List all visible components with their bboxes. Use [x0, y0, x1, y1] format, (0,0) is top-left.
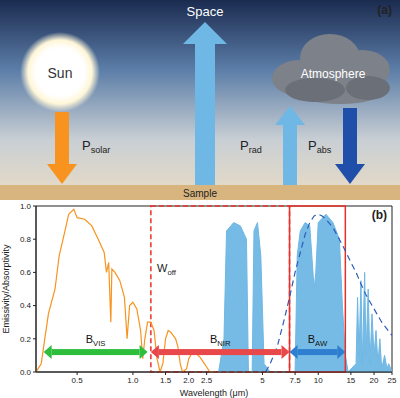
svg-text:1.5: 1.5	[160, 376, 172, 385]
svg-text:Sun: Sun	[48, 65, 73, 81]
svg-text:BAW: BAW	[308, 333, 328, 348]
svg-text:1.0: 1.0	[127, 376, 139, 385]
svg-text:2.5: 2.5	[201, 376, 213, 385]
svg-text:Space: Space	[187, 4, 224, 19]
svg-text:7.5: 7.5	[290, 376, 302, 385]
svg-text:(a): (a)	[377, 3, 392, 17]
svg-text:0.2: 0.2	[20, 335, 32, 344]
svg-text:20: 20	[370, 376, 379, 385]
svg-text:0.8: 0.8	[20, 235, 32, 244]
svg-text:1.0: 1.0	[20, 202, 32, 211]
svg-text:Psolar: Psolar	[82, 138, 110, 155]
svg-text:5: 5	[260, 376, 265, 385]
svg-text:Emissivity/Absorptivity: Emissivity/Absorptivity	[1, 244, 11, 334]
svg-text:Woff: Woff	[157, 262, 177, 277]
svg-text:0.0: 0.0	[20, 368, 32, 377]
svg-text:2.0: 2.0	[183, 376, 195, 385]
svg-text:10: 10	[314, 376, 323, 385]
svg-text:0.6: 0.6	[20, 268, 32, 277]
svg-text:BNIR: BNIR	[210, 333, 231, 348]
svg-text:0.5: 0.5	[72, 376, 84, 385]
svg-text:15: 15	[346, 376, 355, 385]
svg-text:0.4: 0.4	[20, 301, 32, 310]
svg-text:BVIS: BVIS	[86, 333, 106, 348]
svg-text:(b): (b)	[372, 208, 387, 222]
svg-text:25: 25	[388, 376, 397, 385]
svg-text:Atmosphere: Atmosphere	[301, 67, 366, 81]
svg-text:Wavelength (μm): Wavelength (μm)	[180, 388, 248, 398]
svg-text:Prad: Prad	[240, 138, 262, 155]
svg-text:Pabs: Pabs	[308, 138, 332, 155]
svg-text:Sample: Sample	[183, 188, 217, 199]
